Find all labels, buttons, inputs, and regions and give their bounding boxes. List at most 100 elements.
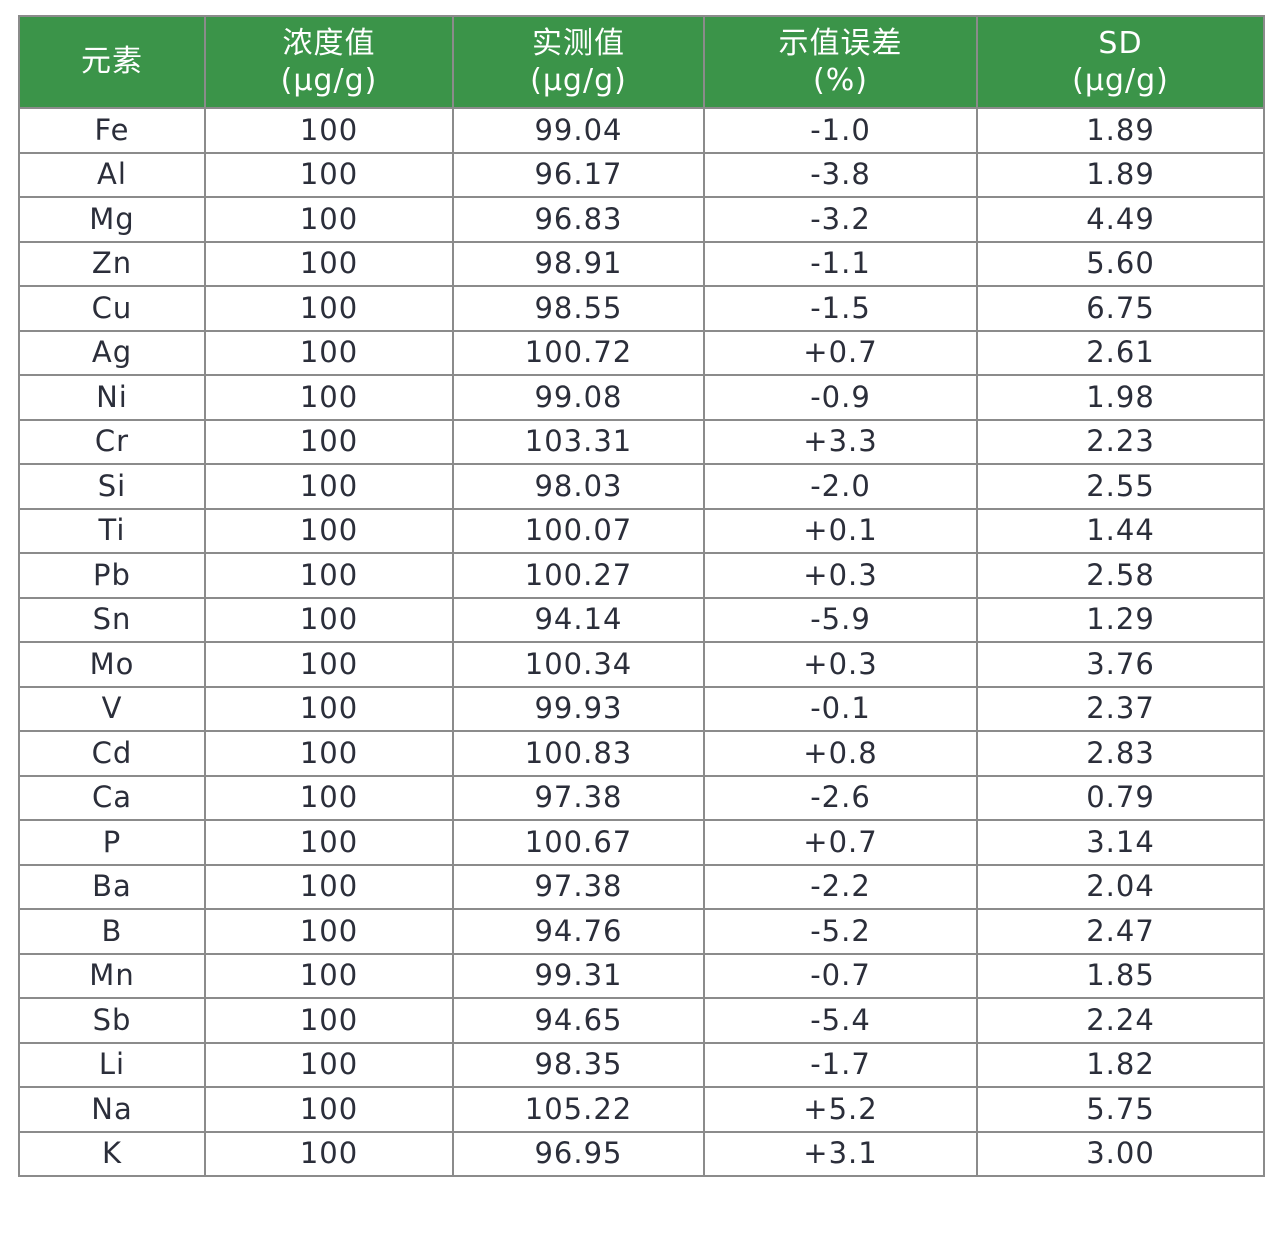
error-cell: +0.3	[703, 641, 978, 688]
concentration-cell: 100	[204, 1130, 454, 1177]
concentration-cell: 100	[204, 863, 454, 910]
sd-cell: 2.47	[976, 908, 1265, 955]
element-cell: Cd	[18, 730, 206, 777]
error-cell: -3.8	[703, 151, 978, 198]
table-row: Cu 100 98.55 -1.5 6.75	[18, 285, 1265, 332]
table-row: P 100 100.67 +0.7 3.14	[18, 819, 1265, 866]
concentration-cell: 100	[204, 463, 454, 510]
element-cell: P	[18, 819, 206, 866]
element-cell: Cu	[18, 285, 206, 332]
element-cell: Ag	[18, 329, 206, 376]
error-cell: -1.1	[703, 240, 978, 287]
header-sd-label: SD	[1098, 25, 1143, 61]
header-sd: SD (μg/g)	[976, 15, 1265, 109]
measured-cell: 98.03	[452, 463, 705, 510]
sd-cell: 1.29	[976, 596, 1265, 643]
header-element-label: 元素	[81, 44, 143, 80]
concentration-cell: 100	[204, 641, 454, 688]
error-cell: +0.7	[703, 819, 978, 866]
error-cell: -5.9	[703, 596, 978, 643]
header-element: 元素	[18, 15, 206, 109]
concentration-cell: 100	[204, 1086, 454, 1133]
measured-cell: 99.93	[452, 685, 705, 732]
element-cell: Mg	[18, 196, 206, 243]
measured-cell: 103.31	[452, 418, 705, 465]
concentration-cell: 100	[204, 507, 454, 554]
element-cell: Mn	[18, 952, 206, 999]
sd-cell: 2.23	[976, 418, 1265, 465]
sd-cell: 6.75	[976, 285, 1265, 332]
measured-cell: 96.83	[452, 196, 705, 243]
header-concentration: 浓度值 (μg/g)	[204, 15, 454, 109]
measured-cell: 94.76	[452, 908, 705, 955]
measured-cell: 94.14	[452, 596, 705, 643]
sd-cell: 3.00	[976, 1130, 1265, 1177]
measured-cell: 100.07	[452, 507, 705, 554]
table-row: Ti 100 100.07 +0.1 1.44	[18, 507, 1265, 554]
sd-cell: 1.44	[976, 507, 1265, 554]
error-cell: +5.2	[703, 1086, 978, 1133]
element-cell: Mo	[18, 641, 206, 688]
element-cell: K	[18, 1130, 206, 1177]
concentration-cell: 100	[204, 1041, 454, 1088]
table-row: Sb 100 94.65 -5.4 2.24	[18, 997, 1265, 1044]
sd-cell: 2.55	[976, 463, 1265, 510]
measured-cell: 100.27	[452, 552, 705, 599]
error-cell: -1.0	[703, 107, 978, 154]
table-row: Fe 100 99.04 -1.0 1.89	[18, 107, 1265, 154]
table-row: Sn 100 94.14 -5.9 1.29	[18, 596, 1265, 643]
concentration-cell: 100	[204, 329, 454, 376]
measured-cell: 99.31	[452, 952, 705, 999]
sd-cell: 3.76	[976, 641, 1265, 688]
measured-cell: 100.72	[452, 329, 705, 376]
header-indication-error: 示值误差 (%)	[703, 15, 978, 109]
element-cell: Si	[18, 463, 206, 510]
table-row: K 100 96.95 +3.1 3.00	[18, 1130, 1265, 1177]
measured-cell: 97.38	[452, 774, 705, 821]
concentration-cell: 100	[204, 151, 454, 198]
header-indication-error-label: 示值误差	[778, 25, 903, 61]
table-row: Ca 100 97.38 -2.6 0.79	[18, 774, 1265, 821]
table-row: Si 100 98.03 -2.0 2.55	[18, 463, 1265, 510]
measured-cell: 105.22	[452, 1086, 705, 1133]
sd-cell: 1.85	[976, 952, 1265, 999]
sd-cell: 5.75	[976, 1086, 1265, 1133]
table-row: B 100 94.76 -5.2 2.47	[18, 908, 1265, 955]
measured-cell: 100.34	[452, 641, 705, 688]
sd-cell: 1.98	[976, 374, 1265, 421]
concentration-cell: 100	[204, 418, 454, 465]
concentration-cell: 100	[204, 240, 454, 287]
error-cell: -5.4	[703, 997, 978, 1044]
element-cell: Ti	[18, 507, 206, 554]
error-cell: -2.0	[703, 463, 978, 510]
header-row: 元素 浓度值 (μg/g) 实测值 (μg/g) 示值误差 (%) SD	[18, 15, 1265, 109]
measured-cell: 99.08	[452, 374, 705, 421]
error-cell: +3.1	[703, 1130, 978, 1177]
concentration-cell: 100	[204, 596, 454, 643]
table-container: 元素 浓度值 (μg/g) 实测值 (μg/g) 示值误差 (%) SD	[18, 15, 1265, 1177]
element-cell: Al	[18, 151, 206, 198]
concentration-cell: 100	[204, 908, 454, 955]
element-cell: V	[18, 685, 206, 732]
element-cell: Cr	[18, 418, 206, 465]
element-cell: B	[18, 908, 206, 955]
table-row: Pb 100 100.27 +0.3 2.58	[18, 552, 1265, 599]
element-cell: Sb	[18, 997, 206, 1044]
concentration-cell: 100	[204, 997, 454, 1044]
table-row: Al 100 96.17 -3.8 1.89	[18, 151, 1265, 198]
concentration-cell: 100	[204, 685, 454, 732]
header-sd-unit: (μg/g)	[1072, 63, 1169, 98]
element-cell: Ba	[18, 863, 206, 910]
error-cell: -5.2	[703, 908, 978, 955]
measured-cell: 99.04	[452, 107, 705, 154]
error-cell: +0.8	[703, 730, 978, 777]
header-indication-error-unit: (%)	[813, 63, 868, 98]
table-row: Li 100 98.35 -1.7 1.82	[18, 1041, 1265, 1088]
table-row: Mo 100 100.34 +0.3 3.76	[18, 641, 1265, 688]
element-cell: Zn	[18, 240, 206, 287]
measured-cell: 98.35	[452, 1041, 705, 1088]
header-measured: 实测值 (μg/g)	[452, 15, 705, 109]
concentration-cell: 100	[204, 952, 454, 999]
element-cell: Fe	[18, 107, 206, 154]
concentration-cell: 100	[204, 196, 454, 243]
